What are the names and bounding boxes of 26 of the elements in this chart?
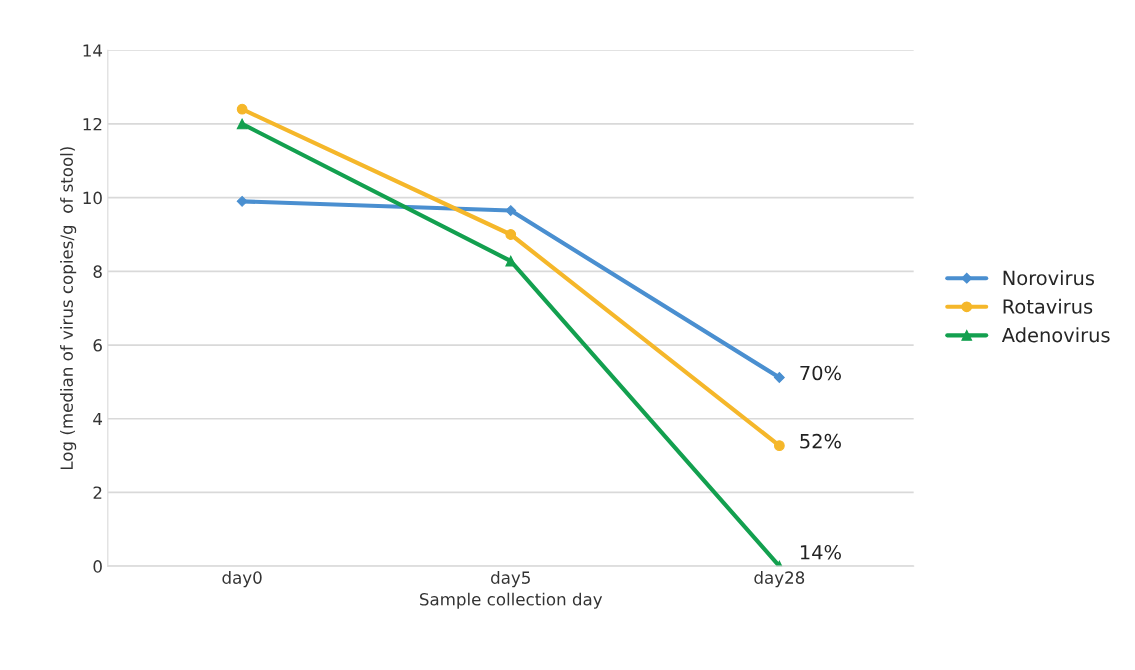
annotation: 14% <box>800 544 841 560</box>
legend-label: Adenovirus <box>1001 327 1110 343</box>
y-tick-label: 4 <box>93 412 103 426</box>
x-axis-title: Sample collection day <box>419 592 603 609</box>
annotation: 52% <box>800 433 841 449</box>
x-tick-label: day28 <box>754 571 805 588</box>
y-tick-label: 14 <box>83 44 103 57</box>
y-axis-title: Log (median of virus copies/g of stool) <box>60 147 77 470</box>
point <box>505 229 517 240</box>
point <box>773 440 785 452</box>
y-tick-label: 10 <box>83 191 102 205</box>
x-tick-label: day0 <box>222 571 262 588</box>
y-tick-label: 0 <box>93 560 102 573</box>
point <box>236 103 248 115</box>
y-tick-label: 2 <box>93 486 102 499</box>
legend-label: Norovirus <box>1003 270 1095 286</box>
y-tick-label: 8 <box>93 265 102 278</box>
legend-label: Rotavirus <box>1003 298 1093 314</box>
point <box>505 205 517 216</box>
y-tick-label: 6 <box>93 339 102 352</box>
point <box>773 372 785 383</box>
point <box>236 118 248 130</box>
annotation: 70% <box>800 365 841 381</box>
x-tick-label: day5 <box>491 571 530 588</box>
point <box>236 195 248 207</box>
y-tick-label: 12 <box>83 117 102 131</box>
